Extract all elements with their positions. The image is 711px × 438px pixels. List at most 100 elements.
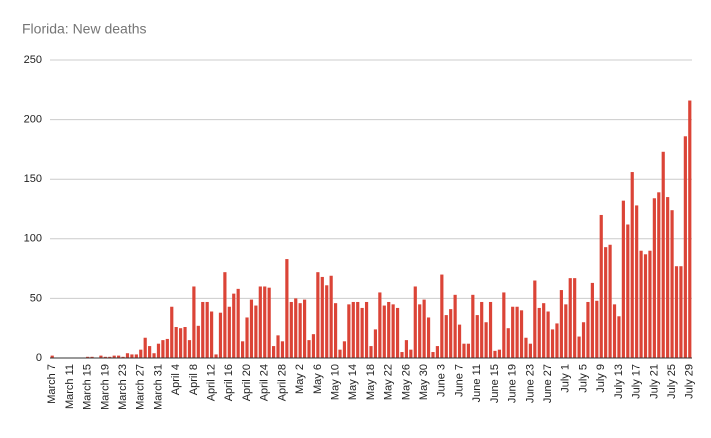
x-tick-label: April 28 xyxy=(276,364,288,401)
bar xyxy=(670,210,674,358)
bar xyxy=(604,247,608,358)
bar xyxy=(134,354,138,358)
bar xyxy=(210,311,214,358)
bar xyxy=(391,304,395,358)
bar xyxy=(165,338,169,358)
bar xyxy=(435,346,440,358)
bar xyxy=(484,322,488,358)
bar xyxy=(241,341,245,358)
bar xyxy=(426,317,431,358)
bar xyxy=(635,205,639,358)
bar xyxy=(108,356,112,358)
bar xyxy=(573,278,577,358)
bar xyxy=(378,292,382,358)
bar xyxy=(187,340,192,358)
x-tick-label: March 31 xyxy=(152,364,164,410)
bar xyxy=(280,341,285,358)
bar xyxy=(511,306,515,358)
bar xyxy=(431,352,435,358)
x-tick-label: May 2 xyxy=(294,364,306,394)
bar xyxy=(99,355,103,358)
bar xyxy=(179,328,183,358)
bar xyxy=(294,298,298,358)
bar xyxy=(502,292,506,358)
x-tick-label: July 21 xyxy=(648,364,660,399)
bar xyxy=(577,336,581,358)
bar xyxy=(444,315,448,358)
bar xyxy=(657,192,661,358)
x-tick-label: March 11 xyxy=(64,364,76,409)
bar xyxy=(617,316,621,358)
bar xyxy=(103,356,107,358)
bar xyxy=(152,353,156,358)
x-tick-label: March 15 xyxy=(82,364,94,410)
bar xyxy=(457,324,462,358)
bar xyxy=(449,309,453,358)
x-tick-label: July 29 xyxy=(684,364,696,399)
bar xyxy=(139,349,143,358)
bar xyxy=(201,301,205,358)
bar xyxy=(325,285,329,358)
bar xyxy=(471,294,475,358)
x-tick-label: June 11 xyxy=(471,364,483,402)
bar xyxy=(214,354,218,358)
bar xyxy=(666,197,670,358)
x-tick-label: May 18 xyxy=(365,364,377,400)
x-tick-label: April 8 xyxy=(188,364,200,395)
bar xyxy=(218,312,223,358)
bar xyxy=(232,293,236,358)
chart-title: Florida: New deaths xyxy=(22,21,147,37)
x-tick-label: May 14 xyxy=(347,364,359,400)
bar xyxy=(342,341,347,358)
bar xyxy=(462,343,466,358)
bar xyxy=(480,301,484,358)
bar xyxy=(333,303,338,358)
bar xyxy=(590,282,594,358)
bar xyxy=(316,272,320,358)
bar xyxy=(524,337,528,358)
bar xyxy=(50,355,54,358)
bar xyxy=(453,294,457,358)
bar xyxy=(329,275,333,358)
bar xyxy=(311,334,316,358)
x-tick-label: March 27 xyxy=(135,364,147,410)
bar xyxy=(347,304,351,358)
bar xyxy=(382,305,386,358)
bar xyxy=(289,301,293,358)
bar xyxy=(630,172,634,358)
bar xyxy=(183,327,187,358)
bar xyxy=(648,250,652,358)
bar xyxy=(564,304,568,358)
bar xyxy=(192,286,196,358)
bar xyxy=(440,274,444,358)
bar xyxy=(422,299,426,358)
bar xyxy=(519,310,524,358)
x-tick-label: June 19 xyxy=(507,364,519,403)
bar xyxy=(271,346,276,358)
bar xyxy=(298,303,302,358)
bar xyxy=(683,136,687,358)
bar xyxy=(568,278,572,358)
bar xyxy=(356,301,360,358)
bar xyxy=(515,306,519,358)
x-tick-label: May 22 xyxy=(383,364,395,400)
x-tick-label: April 24 xyxy=(259,364,271,401)
x-tick-label: March 19 xyxy=(99,364,111,410)
bar xyxy=(639,250,643,358)
x-tick-label: July 17 xyxy=(631,364,643,399)
x-tick-label: May 6 xyxy=(312,364,324,394)
y-tick-label: 150 xyxy=(24,173,42,185)
x-tick-label: May 30 xyxy=(418,364,430,400)
bar xyxy=(267,287,271,358)
bar xyxy=(586,301,590,358)
bar xyxy=(125,353,130,358)
bar xyxy=(258,286,262,358)
bar xyxy=(86,356,90,358)
bar xyxy=(466,343,471,358)
bar xyxy=(156,343,161,358)
x-tick-label: March 23 xyxy=(117,364,129,410)
x-tick-label: July 1 xyxy=(560,364,572,393)
bar xyxy=(679,266,683,358)
x-tick-label: July 13 xyxy=(613,364,625,399)
